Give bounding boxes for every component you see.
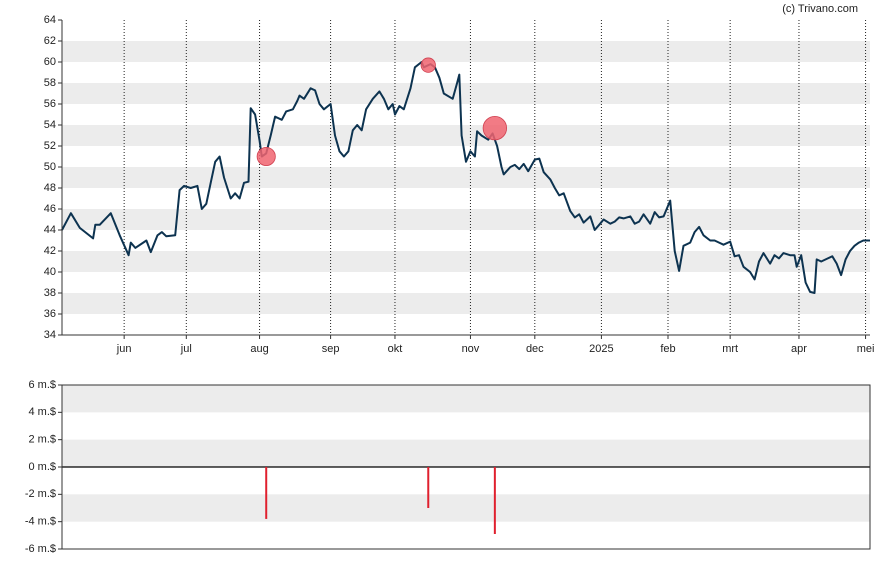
y-tick-label: 58 (44, 77, 56, 89)
x-tick-label: mrt (722, 343, 738, 355)
y-tick-label: -2 m.$ (25, 488, 56, 500)
y-tick-label: 42 (44, 245, 56, 257)
y-tick-label: -4 m.$ (25, 516, 56, 528)
y-tick-label: 36 (44, 308, 56, 320)
band (62, 251, 870, 272)
y-tick-label: 40 (44, 266, 56, 278)
band (62, 41, 870, 62)
y-tick-label: 52 (44, 140, 56, 152)
x-tick-label: dec (526, 343, 544, 355)
y-tick-label: 56 (44, 98, 56, 110)
x-tick-label: feb (660, 343, 675, 355)
y-tick-label: 62 (44, 35, 56, 47)
x-tick-label: apr (791, 343, 807, 355)
y-tick-label: 38 (44, 287, 56, 299)
trade-marker (482, 115, 508, 141)
y-tick-label: 2 m.$ (28, 434, 56, 446)
band (62, 209, 870, 230)
x-tick-label: aug (250, 343, 268, 355)
y-tick-label: 4 m.$ (28, 406, 56, 418)
x-tick-label: mei (857, 343, 875, 355)
y-tick-label: 60 (44, 56, 56, 68)
trade-marker (256, 146, 276, 167)
x-tick-label: sep (322, 343, 340, 355)
y-tick-label: 34 (44, 329, 56, 341)
band (62, 167, 870, 188)
x-tick-label: 2025 (589, 343, 613, 355)
band (62, 494, 870, 522)
trade-marker (420, 57, 436, 73)
x-tick-label: nov (462, 343, 480, 355)
price-line (61, 61, 870, 294)
y-tick-label: 48 (44, 182, 56, 194)
y-tick-label: 64 (44, 14, 56, 26)
y-tick-label: 46 (44, 203, 56, 215)
y-tick-label: 6 m.$ (28, 379, 56, 391)
y-tick-label: 0 m.$ (28, 461, 56, 473)
y-tick-label: -6 m.$ (25, 543, 56, 555)
y-tick-label: 54 (44, 119, 56, 131)
band (62, 125, 870, 146)
x-tick-label: jul (180, 343, 192, 355)
band (62, 439, 870, 467)
band (62, 83, 870, 104)
band (62, 293, 870, 314)
x-tick-label: okt (388, 343, 403, 355)
credit: (c) Trivano.com (782, 3, 858, 15)
band (62, 385, 870, 413)
x-tick-label: jun (116, 343, 132, 355)
y-tick-label: 50 (44, 161, 56, 173)
y-tick-label: 44 (44, 224, 56, 236)
frame (61, 384, 871, 550)
